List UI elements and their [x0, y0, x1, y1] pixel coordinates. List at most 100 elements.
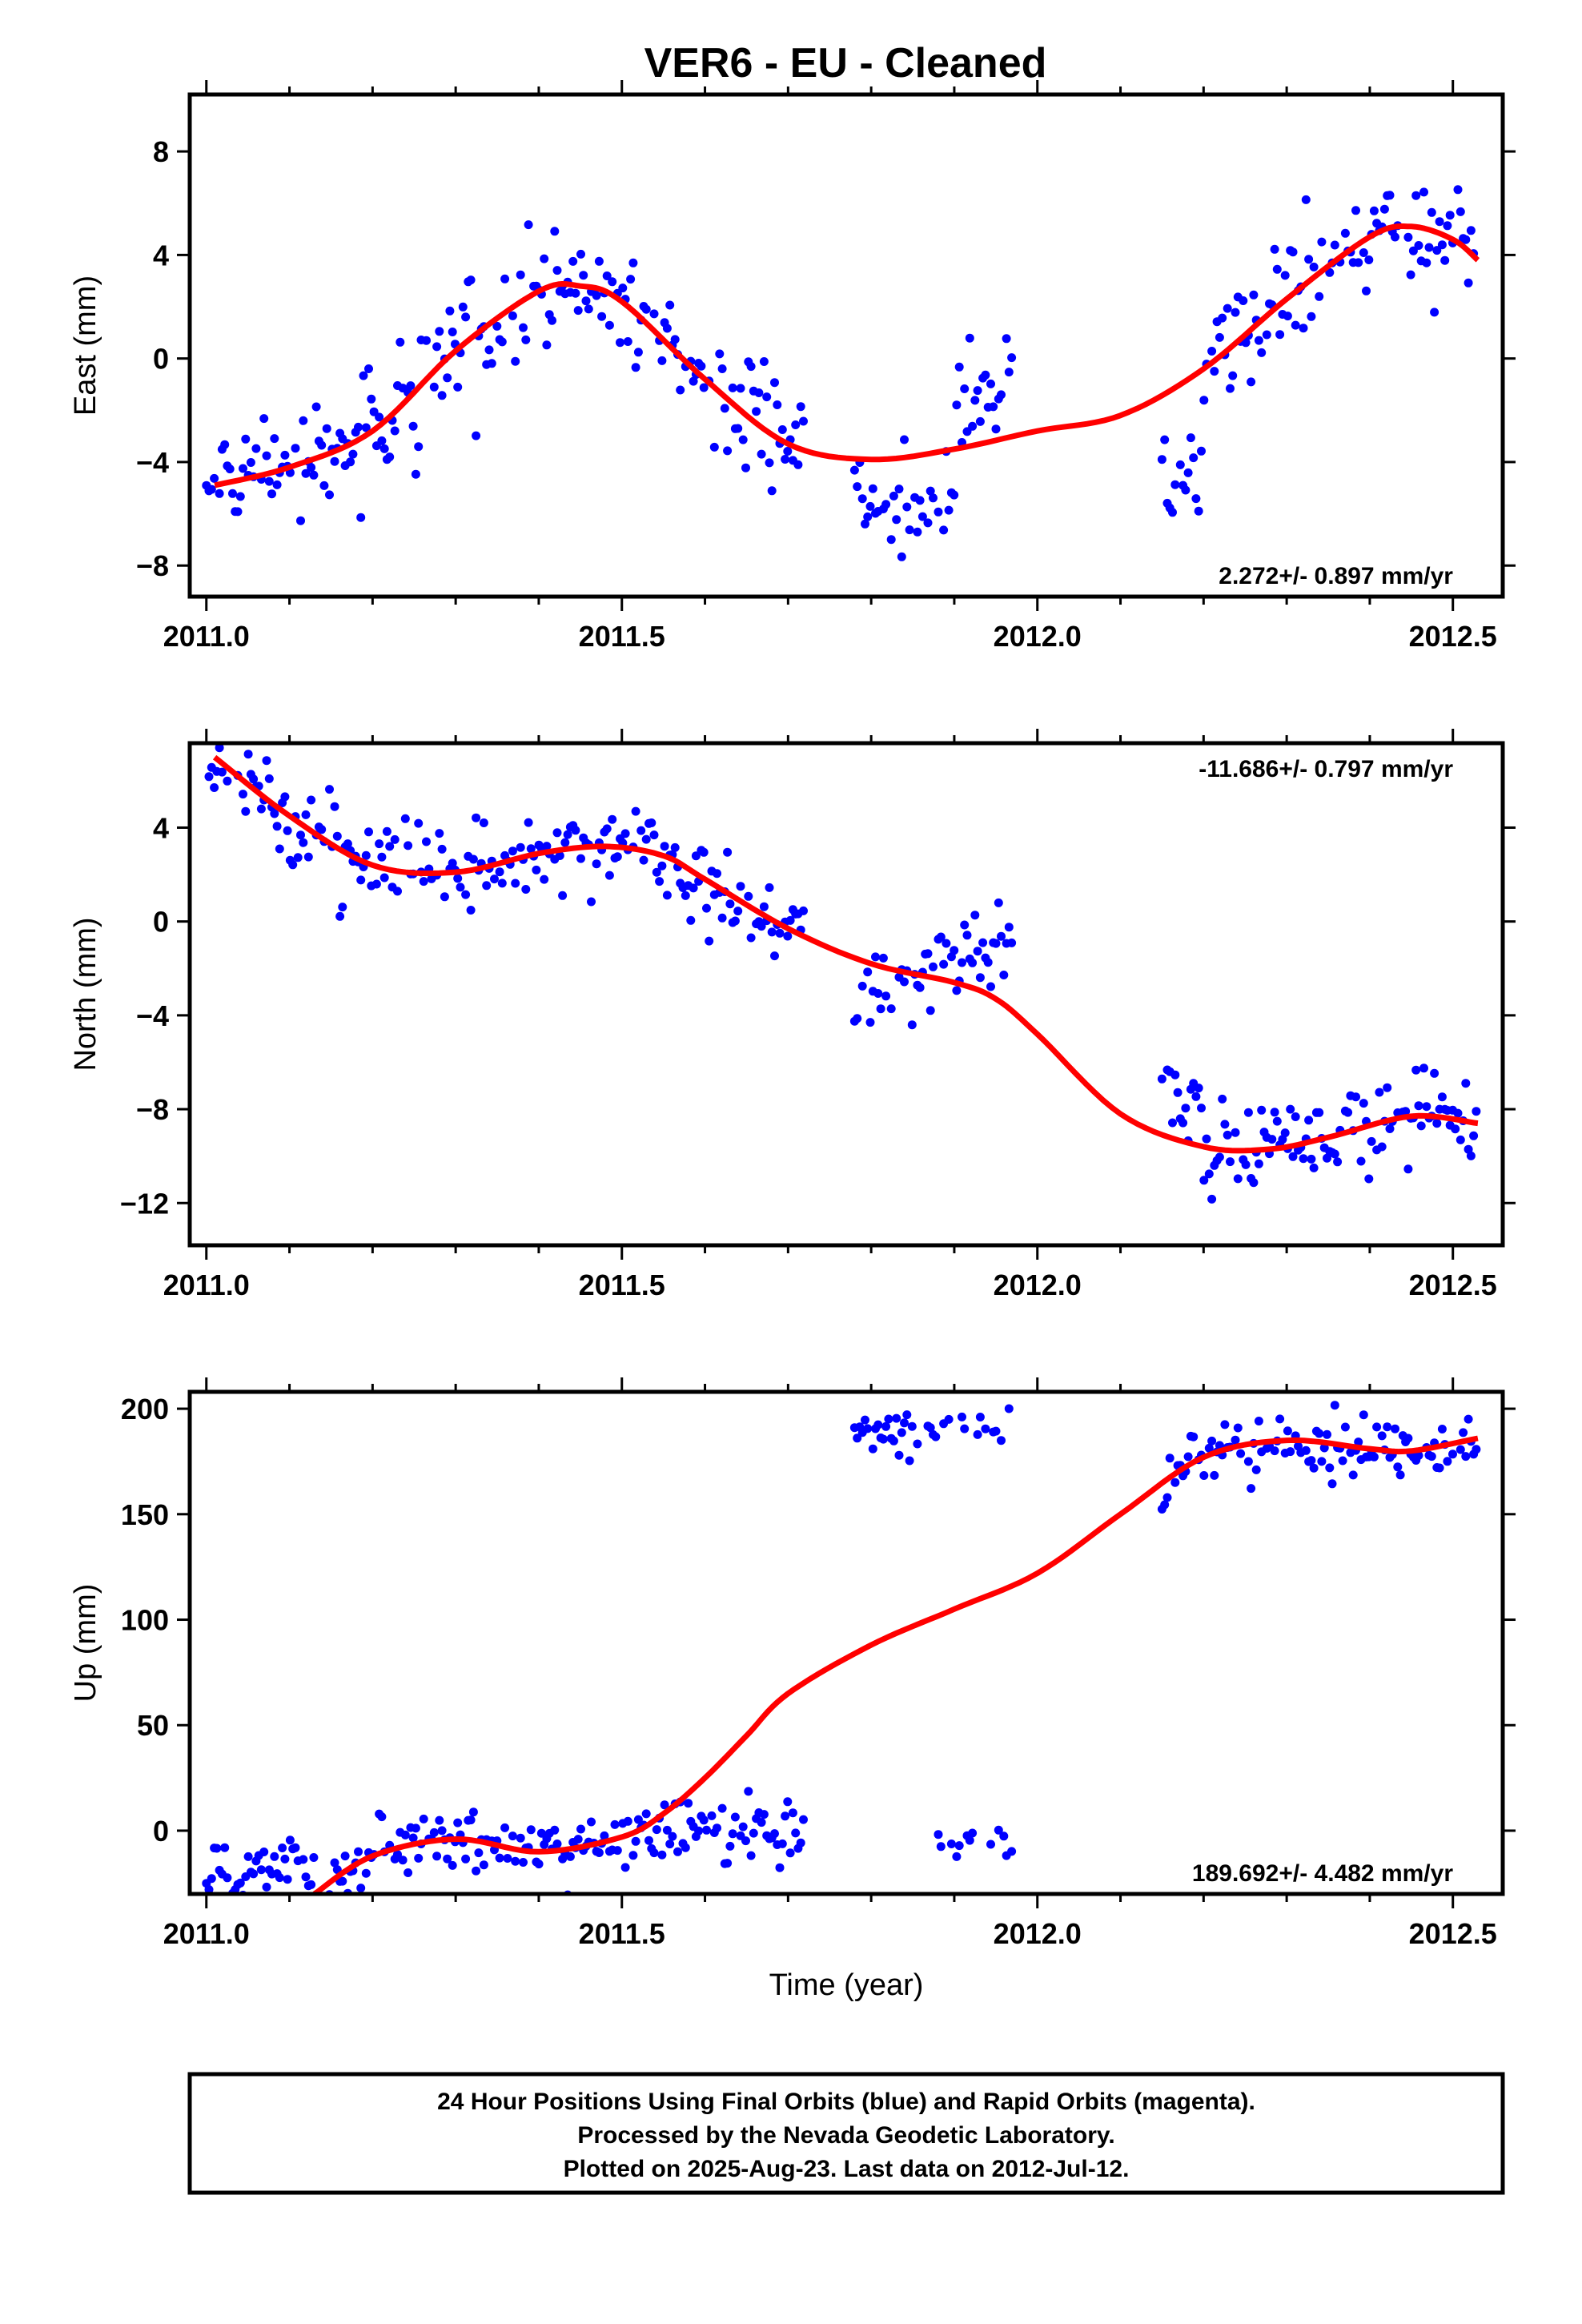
data-point [519, 323, 528, 332]
data-point [1435, 1463, 1444, 1473]
data-point [511, 356, 520, 366]
north-fit-line [212, 754, 1479, 1154]
data-point [741, 463, 750, 472]
data-point [584, 304, 593, 314]
data-point [272, 480, 282, 489]
data-point [881, 1421, 891, 1431]
data-point [628, 1851, 638, 1860]
data-point [435, 829, 444, 838]
data-point [1461, 1079, 1471, 1088]
data-point [571, 826, 580, 835]
data-point [1197, 446, 1206, 456]
data-point [892, 515, 901, 525]
data-point [1307, 312, 1316, 321]
data-point [738, 435, 748, 444]
data-point [542, 340, 552, 350]
data-point [1168, 508, 1177, 517]
data-point [1333, 1157, 1343, 1167]
data-point [259, 1848, 269, 1856]
x-tick-label: 2012.5 [1409, 1269, 1497, 1301]
data-point [390, 834, 400, 844]
data-point [699, 1815, 709, 1825]
y-tick-label: 8 [153, 135, 169, 168]
data-point [1369, 1452, 1379, 1462]
data-point [396, 337, 405, 347]
data-point [548, 316, 556, 325]
data-point [915, 496, 925, 505]
data-point [422, 837, 431, 846]
data-point [1283, 1426, 1292, 1436]
data-point [291, 1843, 300, 1852]
data-point [223, 1873, 232, 1883]
data-point [730, 1812, 740, 1822]
data-point [936, 932, 946, 942]
data-point [1223, 304, 1232, 313]
data-point [1215, 332, 1224, 342]
data-point [552, 266, 562, 275]
data-point [1194, 506, 1203, 516]
data-point [400, 814, 410, 823]
data-point [249, 1869, 259, 1879]
data-point [783, 1797, 793, 1807]
data-point [239, 464, 247, 473]
data-point [631, 363, 640, 372]
data-point [884, 1414, 893, 1424]
data-point [540, 254, 549, 263]
data-point [1170, 1070, 1180, 1080]
data-point [1427, 1452, 1436, 1462]
data-point [1251, 1465, 1261, 1474]
data-point [406, 381, 416, 391]
data-point [1241, 338, 1251, 348]
data-point [482, 881, 492, 891]
data-point [600, 1831, 609, 1840]
data-point [317, 440, 327, 450]
data-point [644, 1835, 653, 1845]
data-point [681, 1843, 690, 1852]
data-point [1288, 247, 1298, 257]
data-point [1408, 246, 1418, 255]
data-point [608, 277, 617, 287]
data-point [516, 1833, 525, 1843]
data-point [853, 482, 862, 492]
data-point [1385, 1124, 1395, 1133]
data-point [791, 420, 801, 429]
data-point [354, 1847, 363, 1856]
data-point [228, 489, 237, 498]
data-point [647, 818, 656, 827]
data-point [275, 1873, 284, 1883]
data-point [1207, 1436, 1217, 1445]
data-point [1194, 1084, 1203, 1093]
data-point [414, 818, 424, 828]
data-point [652, 867, 661, 877]
data-point [1315, 292, 1324, 301]
data-point [256, 1865, 266, 1875]
data-point [849, 465, 859, 475]
data-point [788, 1808, 797, 1818]
data-point [207, 1874, 216, 1884]
data-point [777, 1839, 787, 1848]
data-point [1406, 270, 1415, 279]
data-point [1464, 278, 1473, 287]
data-point [1372, 1422, 1382, 1432]
data-point [500, 1823, 510, 1832]
data-point [495, 1853, 504, 1863]
data-point [649, 309, 659, 319]
data-point [382, 826, 391, 836]
data-point [1443, 221, 1452, 231]
data-point [270, 809, 279, 818]
data-point [1435, 217, 1444, 227]
data-point [777, 425, 787, 434]
data-point [296, 830, 305, 840]
data-point [540, 875, 549, 884]
data-point [738, 1822, 748, 1831]
data-point [604, 870, 614, 880]
data-point [942, 939, 951, 948]
data-point [975, 973, 985, 983]
data-point [233, 507, 243, 517]
data-point [275, 844, 284, 854]
data-point [458, 302, 468, 312]
data-point [970, 396, 980, 405]
data-point [691, 851, 701, 861]
data-point [398, 1856, 408, 1865]
data-point [781, 455, 790, 464]
